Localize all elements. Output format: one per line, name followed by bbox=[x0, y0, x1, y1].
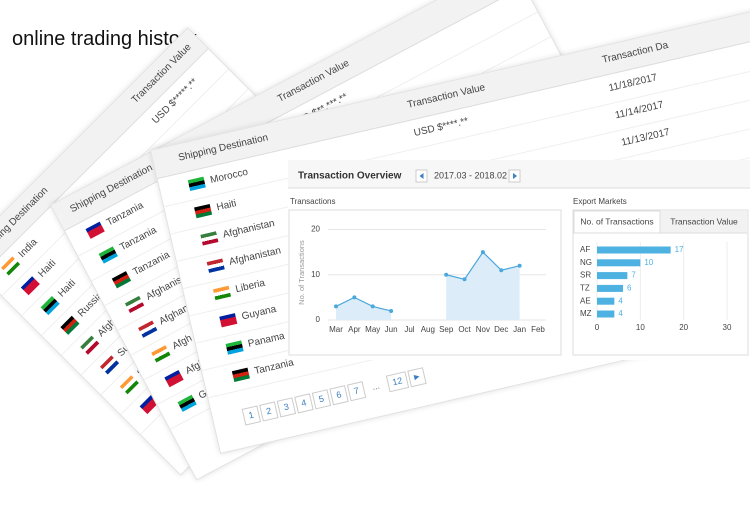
x-tick-label: 30 bbox=[723, 323, 732, 332]
flag-icon bbox=[85, 221, 105, 239]
x-tick-label: Apr bbox=[348, 325, 361, 334]
y-tick-label: MZ bbox=[580, 309, 592, 318]
y-tick-label: 0 bbox=[316, 315, 321, 324]
x-tick-label: Oct bbox=[458, 325, 471, 334]
data-point bbox=[370, 304, 375, 309]
flag-icon bbox=[151, 345, 171, 363]
flag-icon bbox=[119, 375, 139, 395]
tab-label: Transaction Value bbox=[670, 216, 738, 226]
flag-icon bbox=[194, 203, 213, 219]
prev-arrow bbox=[419, 173, 424, 179]
flag-icon bbox=[231, 367, 250, 382]
page-button[interactable]: 5 bbox=[311, 389, 332, 410]
flag-icon bbox=[98, 246, 118, 264]
data-point bbox=[389, 308, 394, 313]
x-tick-label: Jun bbox=[385, 325, 398, 334]
flag-icon bbox=[219, 313, 238, 328]
page-button[interactable]: 12 bbox=[385, 371, 410, 393]
bar bbox=[597, 246, 671, 254]
overview-graphics: Transaction Overview 2017.03 - 2018.02 T… bbox=[288, 160, 750, 356]
flag-icon bbox=[20, 276, 40, 296]
page-button[interactable]: 4 bbox=[294, 393, 314, 414]
x-tick-label: Sep bbox=[439, 325, 454, 334]
line-area bbox=[336, 252, 520, 320]
page-button[interactable]: 6 bbox=[329, 385, 349, 406]
next-page-button[interactable]: ▶ bbox=[407, 367, 427, 388]
bar bbox=[597, 259, 641, 267]
y-tick-label: 10 bbox=[311, 270, 320, 279]
bar bbox=[597, 297, 615, 305]
page-button[interactable]: 3 bbox=[276, 397, 297, 418]
value-label: 10 bbox=[644, 258, 653, 267]
y-tick-label: NG bbox=[580, 258, 592, 267]
overview-panel: Transaction Overview 2017.03 - 2018.02 T… bbox=[288, 160, 750, 360]
x-tick-label: Dec bbox=[494, 325, 508, 334]
y-tick-label: AF bbox=[580, 245, 590, 254]
flag-icon bbox=[177, 394, 197, 412]
y-tick-label: AE bbox=[580, 296, 591, 305]
flag-icon bbox=[40, 296, 60, 316]
x-tick-label: Nov bbox=[476, 325, 490, 334]
flag-icon bbox=[225, 340, 244, 355]
line-chart-frame bbox=[288, 209, 562, 356]
flag-icon bbox=[138, 320, 158, 338]
x-tick-label: May bbox=[365, 325, 380, 334]
flag-icon bbox=[212, 285, 232, 301]
tab-inactive[interactable] bbox=[660, 211, 747, 233]
tab-active[interactable] bbox=[573, 210, 661, 234]
data-point bbox=[517, 263, 522, 268]
y-axis-title: No. of Transactions bbox=[297, 240, 306, 305]
line-chart-title: Transactions bbox=[290, 197, 336, 206]
tab-label: No. of Transactions bbox=[580, 216, 653, 226]
x-tick-label: 0 bbox=[595, 323, 600, 332]
y-tick-label: TZ bbox=[580, 284, 590, 293]
bar-chart-title: Export Markets bbox=[573, 197, 627, 206]
flag-icon bbox=[111, 271, 132, 289]
y-tick-label: SR bbox=[580, 271, 591, 280]
data-point bbox=[352, 295, 357, 300]
flag-icon bbox=[206, 258, 225, 273]
next-arrow bbox=[513, 173, 517, 179]
flag-icon bbox=[200, 231, 219, 246]
value-label: 4 bbox=[618, 309, 623, 318]
page-title: online trading history bbox=[12, 28, 197, 50]
flag-icon bbox=[80, 335, 100, 355]
page-button[interactable]: 2 bbox=[259, 401, 279, 422]
date-range: 2017.03 - 2018.02 bbox=[434, 170, 507, 180]
overview-title: Transaction Overview bbox=[298, 171, 402, 182]
x-tick-label: Feb bbox=[531, 325, 545, 334]
page-button[interactable]: 1 bbox=[241, 405, 262, 426]
value-label: 17 bbox=[675, 245, 684, 254]
bar bbox=[597, 310, 615, 318]
page-button[interactable]: ... bbox=[371, 380, 381, 392]
flag-icon bbox=[100, 355, 120, 375]
x-tick-label: 20 bbox=[679, 323, 688, 332]
page-button[interactable]: 7 bbox=[346, 381, 367, 402]
flag-icon bbox=[187, 176, 206, 191]
data-point bbox=[480, 250, 485, 255]
flag-icon bbox=[60, 315, 80, 335]
x-tick-label: 10 bbox=[636, 323, 645, 332]
flag-icon bbox=[124, 295, 145, 314]
x-tick-label: Jul bbox=[404, 325, 414, 334]
data-point bbox=[334, 304, 338, 309]
data-point bbox=[444, 272, 449, 277]
x-tick-label: Jan bbox=[513, 325, 526, 334]
value-label: 4 bbox=[618, 296, 623, 305]
value-label: 7 bbox=[631, 271, 636, 280]
value-label: 6 bbox=[627, 284, 632, 293]
x-tick-label: Aug bbox=[421, 325, 435, 334]
flag-icon bbox=[164, 369, 184, 388]
bar bbox=[597, 284, 623, 292]
flag-icon bbox=[1, 256, 21, 276]
data-point bbox=[499, 268, 504, 273]
bar-chart-frame bbox=[572, 209, 749, 356]
x-tick-label: Mar bbox=[329, 325, 343, 334]
bar bbox=[597, 272, 628, 280]
data-point bbox=[462, 277, 467, 282]
y-tick-label: 20 bbox=[311, 225, 320, 234]
